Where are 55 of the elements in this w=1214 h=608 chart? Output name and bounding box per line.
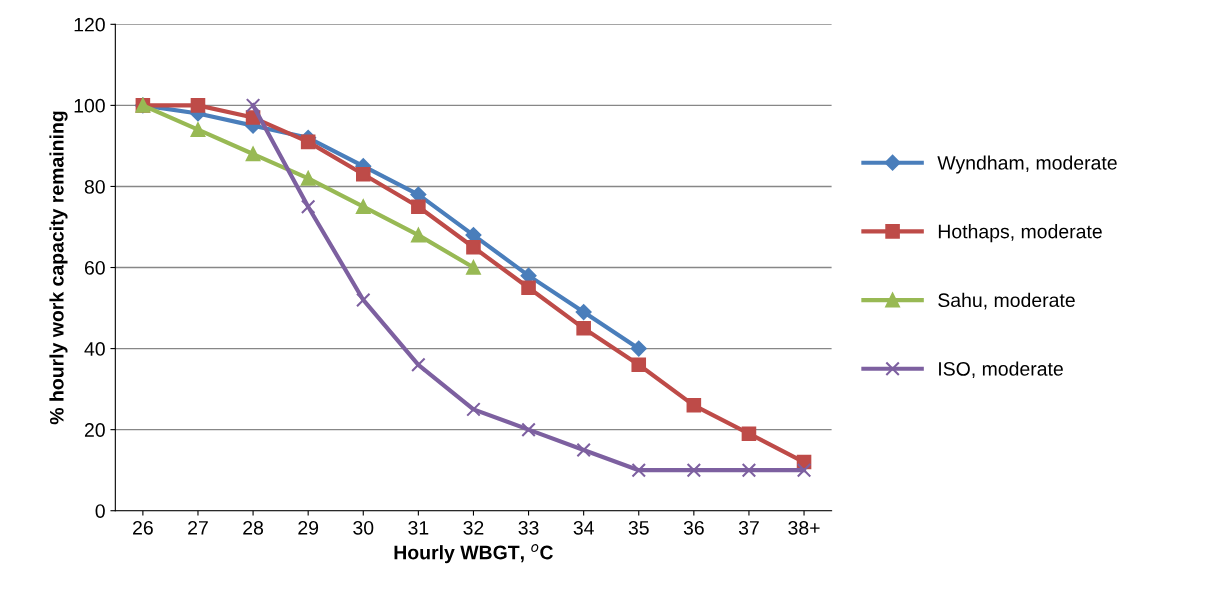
x-axis-title: Hourly WBGT, $^{o}$C <box>394 544 553 564</box>
y-axis-title: % hourly work capacity remaining <box>49 111 68 425</box>
point <box>190 98 206 113</box>
x-tick-label: 27 <box>188 520 208 535</box>
x-tick-label: 32 <box>463 520 484 535</box>
point <box>466 402 481 417</box>
point <box>245 98 261 113</box>
point <box>741 426 757 441</box>
x-tick-label: 35 <box>628 520 649 535</box>
point <box>190 122 206 137</box>
y-tick-label: 120 <box>74 17 105 32</box>
x-tick-label: 33 <box>518 520 539 535</box>
x-tick-label: 28 <box>243 520 264 535</box>
legend-label: Hothaps, moderate <box>938 224 1102 243</box>
point <box>355 292 371 308</box>
x-tick-label: 36 <box>683 520 704 535</box>
point <box>300 171 316 186</box>
x-tick-label: 30 <box>353 520 374 535</box>
x-tick-label: 34 <box>573 520 594 535</box>
point <box>300 199 316 215</box>
point <box>630 340 647 357</box>
point <box>686 398 702 413</box>
point <box>466 260 481 275</box>
y-tick-label: 80 <box>84 179 105 194</box>
point <box>300 134 316 150</box>
legend-label: Sahu, moderate <box>938 292 1075 310</box>
y-tick-label: 100 <box>74 98 105 113</box>
point <box>411 357 426 373</box>
y-tick-label: 20 <box>84 423 105 437</box>
point <box>411 199 426 215</box>
point <box>466 239 481 255</box>
point <box>576 442 591 458</box>
point <box>355 167 371 182</box>
x-tick-label: 29 <box>298 520 319 535</box>
x-tick-label: 37 <box>738 520 759 535</box>
legend-label: Wyndham, moderate <box>937 155 1117 174</box>
point <box>411 227 426 243</box>
point <box>575 304 592 321</box>
point <box>796 462 812 478</box>
x-tick-label: 31 <box>408 520 429 535</box>
point <box>521 280 536 296</box>
point <box>741 462 757 478</box>
x-tick-label: 26 <box>133 520 153 535</box>
point <box>631 357 647 373</box>
y-tick-label: 0 <box>95 504 105 518</box>
point <box>355 199 371 215</box>
point <box>686 462 702 478</box>
y-tick-label: 60 <box>84 260 105 275</box>
y-tick-label: 40 <box>84 342 105 356</box>
point <box>576 321 591 336</box>
point <box>521 422 536 437</box>
point <box>245 146 261 162</box>
point <box>631 462 647 478</box>
x-tick-label: 38+ <box>788 520 820 535</box>
legend-label: ISO, moderate <box>939 361 1063 379</box>
